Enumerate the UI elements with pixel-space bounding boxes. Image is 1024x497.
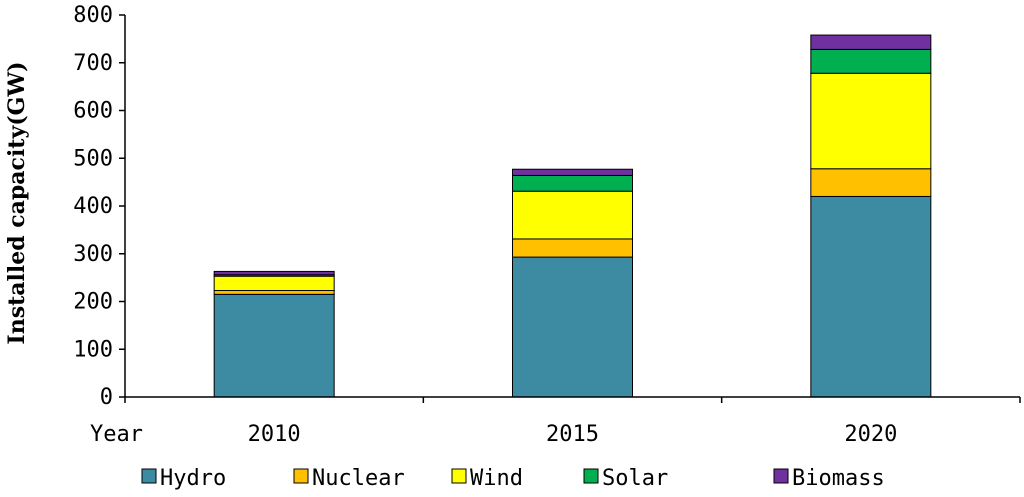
bar-group <box>213 34 932 398</box>
bar-segment-wind-2010 <box>213 275 335 292</box>
y-tick-label: 200 <box>73 290 113 315</box>
legend-label-biomass: Biomass <box>792 466 885 491</box>
legend-label-wind: Wind <box>470 466 523 491</box>
y-tick-label: 100 <box>73 337 113 362</box>
x-tick-label: 2020 <box>844 422 897 447</box>
bar-segment-nuclear-2015 <box>512 238 633 258</box>
y-tick-label: 0 <box>100 385 113 410</box>
x-axis-title: Year <box>90 422 143 447</box>
legend-swatch-wind <box>451 468 467 484</box>
y-axis-title: Installed capacity(GW) <box>4 61 30 344</box>
bar-segment-solar-2020 <box>810 48 932 74</box>
legend-swatch-solar <box>583 468 599 484</box>
y-tick-label: 400 <box>73 194 113 219</box>
bar-segment-nuclear-2010 <box>213 290 335 295</box>
x-tick-label: 2015 <box>546 422 599 447</box>
bar-segment-hydro-2010 <box>213 293 335 398</box>
legend: Hydro Nuclear Wind Solar Biomass <box>141 466 885 491</box>
bar-segment-solar-2015 <box>512 174 633 192</box>
y-ticks: 0 100 200 300 400 500 600 700 800 <box>73 3 125 410</box>
bar-segment-biomass-2020 <box>810 34 932 50</box>
y-tick-label: 600 <box>73 99 113 124</box>
legend-label-solar: Solar <box>602 466 668 491</box>
y-tick-label: 300 <box>73 242 113 267</box>
legend-swatch-hydro <box>141 468 157 484</box>
bar-segment-wind-2020 <box>810 72 932 170</box>
legend-swatch-biomass <box>773 468 789 484</box>
legend-swatch-nuclear <box>293 468 309 484</box>
bar-segment-nuclear-2020 <box>810 168 932 197</box>
bar-segment-hydro-2020 <box>810 195 932 398</box>
y-tick-label: 800 <box>73 3 113 28</box>
x-tick-label: 2010 <box>248 422 301 447</box>
y-tick-label: 700 <box>73 51 113 76</box>
y-tick-label: 500 <box>73 146 113 171</box>
legend-label-nuclear: Nuclear <box>312 466 405 491</box>
bar-segment-hydro-2015 <box>512 256 633 398</box>
bar-segment-biomass-2015 <box>512 168 633 176</box>
bar-segment-biomass-2010 <box>213 270 335 276</box>
bar-segment-wind-2015 <box>512 190 633 240</box>
x-ticks: 2010 2015 2020 <box>124 397 1021 447</box>
legend-label-hydro: Hydro <box>160 466 226 491</box>
